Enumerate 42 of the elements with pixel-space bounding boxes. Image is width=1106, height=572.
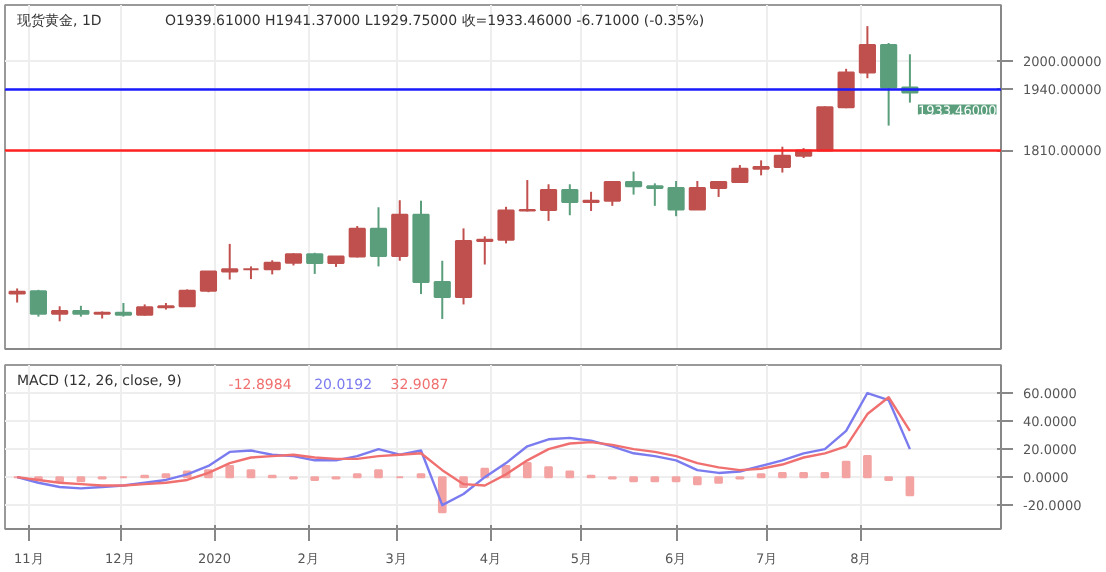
candlestick — [603, 179, 621, 207]
bar — [650, 476, 660, 483]
candlestick — [688, 179, 706, 211]
candlestick — [773, 145, 791, 174]
bar — [863, 455, 872, 479]
candlestick — [221, 242, 239, 281]
candlestick — [348, 225, 366, 259]
candlestick — [518, 179, 536, 213]
candlestick — [624, 170, 643, 196]
bar — [522, 462, 532, 479]
bar — [565, 470, 575, 479]
bar — [820, 471, 830, 479]
bar — [55, 476, 64, 483]
bar — [225, 464, 235, 479]
bar — [671, 476, 681, 483]
candlestick — [646, 182, 664, 207]
bar — [246, 469, 256, 479]
bar — [841, 460, 851, 479]
bar — [544, 466, 553, 479]
candlestick — [582, 190, 600, 213]
candlestick — [880, 42, 898, 127]
bar — [778, 471, 787, 479]
candlestick — [433, 259, 451, 320]
line-series — [15, 396, 912, 487]
bar — [76, 476, 86, 483]
bar — [693, 476, 702, 486]
candlestick — [561, 183, 579, 217]
bar — [905, 476, 915, 497]
line-series — [15, 391, 912, 507]
bar — [799, 471, 808, 479]
bar — [374, 469, 383, 479]
candlestick — [391, 199, 409, 262]
candlestick — [667, 179, 685, 218]
candlestick — [29, 288, 47, 318]
candlestick — [369, 206, 388, 268]
candlestick — [476, 235, 494, 266]
bar — [629, 476, 638, 483]
candlestick — [858, 25, 876, 80]
candlestick — [816, 105, 834, 152]
bar — [714, 476, 723, 484]
candlestick — [497, 205, 515, 245]
candlestick — [539, 183, 558, 222]
